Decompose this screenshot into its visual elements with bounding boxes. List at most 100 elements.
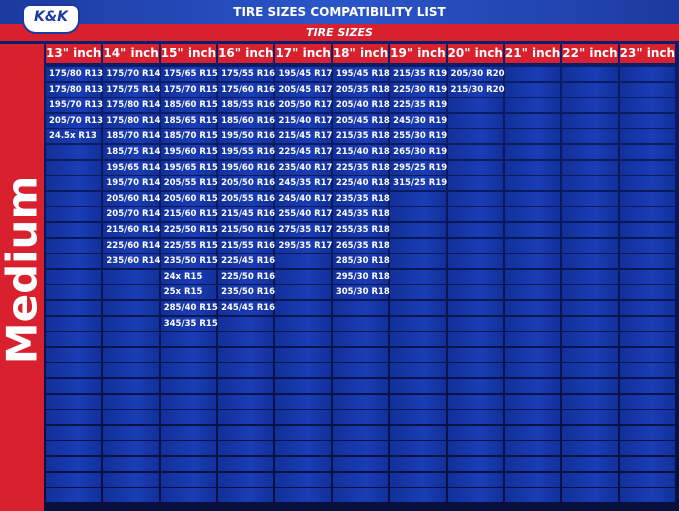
tire-size: 265/30 R19 [390, 145, 447, 159]
tire-size: 205/40 R18 [332, 98, 390, 113]
tire-size: 195/70 R13 [46, 98, 103, 113]
empty-cell [218, 332, 274, 347]
empty-cell [447, 254, 503, 269]
empty-cell [103, 332, 159, 347]
tire-size: 235/40 R17 [275, 160, 332, 175]
empty-cell [160, 457, 217, 471]
empty-cell [447, 394, 503, 409]
empty-cell [390, 285, 446, 300]
empty-cell [160, 425, 217, 440]
empty-cell [275, 363, 331, 378]
tire-size: 205/55 R16 [218, 191, 275, 206]
tire-size: 225/60 R14 [103, 238, 160, 253]
empty-cell [562, 457, 618, 471]
empty-cell [562, 223, 618, 237]
empty-cell [562, 238, 618, 253]
empty-cell [390, 363, 446, 378]
tire-size: 225/45 R16 [218, 254, 275, 269]
column-header: 18" inch [332, 44, 388, 63]
empty-cell [46, 472, 102, 487]
tire-size: 255/30 R19 [390, 129, 447, 144]
empty-cell [160, 410, 217, 425]
tire-size: 215/35 R19 [390, 67, 447, 81]
empty-cell [504, 332, 561, 347]
tire-size: 195/45 R18 [332, 67, 390, 81]
empty-cell [504, 472, 561, 487]
empty-cell [275, 410, 331, 425]
empty-cell [619, 254, 675, 269]
tire-size: 195/65 R14 [103, 160, 160, 175]
empty-cell [619, 129, 675, 144]
empty-cell [504, 176, 561, 191]
empty-cell [275, 332, 331, 347]
tire-size: 215/45 R17 [275, 129, 332, 144]
empty-cell [447, 347, 503, 362]
tire-size: 295/35 R17 [275, 238, 332, 253]
title: TIRE SIZES COMPATIBILITY LIST [233, 5, 446, 19]
empty-cell [390, 425, 446, 440]
tire-size: 245/35 R17 [275, 176, 332, 191]
empty-cell [504, 347, 561, 362]
empty-cell [504, 488, 561, 503]
tire-size: 175/70 R15 [160, 82, 218, 97]
empty-cell [504, 425, 561, 440]
tire-size: 185/70 R15 [160, 129, 218, 144]
side-band [0, 44, 44, 511]
empty-cell [160, 332, 217, 347]
column-header: 23" inch [619, 44, 675, 63]
empty-cell [332, 347, 389, 362]
empty-cell [390, 394, 446, 409]
empty-cell [103, 347, 159, 362]
tire-size: 175/70 R14 [103, 67, 160, 81]
tire-size: 205/35 R18 [332, 82, 390, 97]
empty-cell [447, 113, 503, 128]
empty-cell [504, 160, 561, 175]
empty-cell [619, 67, 675, 81]
tire-size: 315/25 R19 [390, 176, 447, 191]
empty-cell [46, 363, 102, 378]
empty-cell [504, 113, 561, 128]
empty-cell [103, 285, 159, 300]
tire-size: 235/35 R18 [332, 191, 390, 206]
empty-cell [390, 347, 446, 362]
empty-cell [160, 441, 217, 456]
empty-cell [275, 254, 331, 269]
empty-cell [46, 488, 102, 503]
tire-size: 345/35 R15 [160, 316, 218, 331]
empty-cell [103, 457, 159, 471]
empty-cell [504, 129, 561, 144]
empty-cell [103, 441, 159, 456]
empty-cell [275, 425, 331, 440]
empty-cell [619, 269, 675, 284]
empty-cell [390, 207, 446, 222]
empty-cell [46, 394, 102, 409]
empty-cell [218, 316, 274, 331]
empty-cell [218, 488, 274, 503]
tire-size: 215/40 R17 [275, 113, 332, 128]
empty-cell [562, 410, 618, 425]
empty-cell [218, 441, 274, 456]
column-header: 20" inch [447, 44, 503, 63]
empty-cell [447, 160, 503, 175]
tire-size: 235/50 R15 [160, 254, 218, 269]
empty-cell [332, 332, 389, 347]
empty-cell [218, 425, 274, 440]
empty-cell [275, 457, 331, 471]
tire-size: 205/55 R15 [160, 176, 218, 191]
empty-cell [562, 441, 618, 456]
tire-size: 245/45 R16 [218, 301, 275, 315]
empty-cell [562, 113, 618, 128]
empty-cell [46, 332, 102, 347]
column-header: 22" inch [562, 44, 618, 63]
tire-size: 285/30 R18 [332, 254, 390, 269]
tire-size: 245/40 R17 [275, 191, 332, 206]
empty-cell [390, 332, 446, 347]
empty-cell [504, 316, 561, 331]
tire-size: 295/25 R19 [390, 160, 447, 175]
subtitle-band [0, 24, 679, 41]
empty-cell [46, 254, 102, 269]
tire-size: 215/40 R18 [332, 145, 390, 159]
empty-cell [46, 160, 102, 175]
empty-cell [103, 394, 159, 409]
tire-size: 175/65 R15 [160, 67, 218, 81]
